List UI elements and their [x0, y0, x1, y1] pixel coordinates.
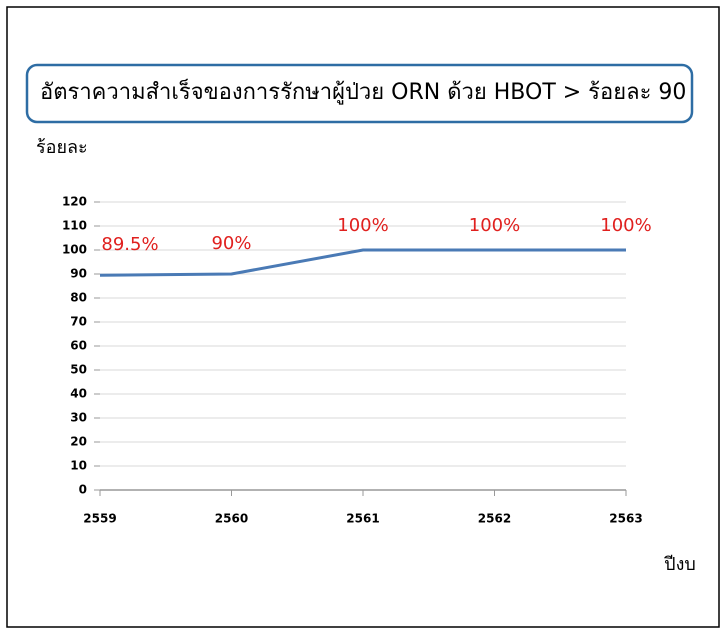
data-label: 100%	[337, 215, 388, 236]
data-label: 89.5%	[101, 234, 158, 255]
y-tick-label: 30	[70, 411, 87, 425]
line	[99, 248, 626, 277]
x-tick-label: 2560	[215, 512, 248, 526]
y-axis-label: ร้อยละ	[36, 137, 88, 158]
y-tick-label: 80	[70, 291, 87, 305]
y-tick-label: 120	[62, 195, 87, 209]
y-tick-label: 0	[79, 483, 87, 497]
y-tick-label: 20	[70, 435, 87, 449]
x-tick-label: 2561	[346, 512, 379, 526]
y-tick-label: 10	[70, 459, 87, 473]
y-tick-label: 40	[70, 387, 87, 401]
data-label: 100%	[469, 215, 520, 236]
title-box	[25, 63, 694, 124]
y-tick-label: 110	[62, 219, 87, 233]
y-tick-label: 70	[70, 315, 87, 329]
x-tick-label: 2559	[83, 512, 116, 526]
x-tick-label: 2563	[609, 512, 642, 526]
y-tick-label: 100	[62, 243, 87, 257]
y-tick-label: 90	[70, 267, 87, 281]
x-axis-label: ปีงบ	[664, 554, 696, 575]
y-tick-label: 60	[70, 339, 87, 353]
x-tick-label: 2562	[478, 512, 511, 526]
y-tick-label: 50	[70, 363, 87, 377]
chart-title: อัตราความสำเร็จของการรักษาผู้ป่วย ORN ด้…	[40, 77, 686, 105]
data-label: 100%	[600, 215, 651, 236]
data-label: 90%	[211, 233, 251, 254]
